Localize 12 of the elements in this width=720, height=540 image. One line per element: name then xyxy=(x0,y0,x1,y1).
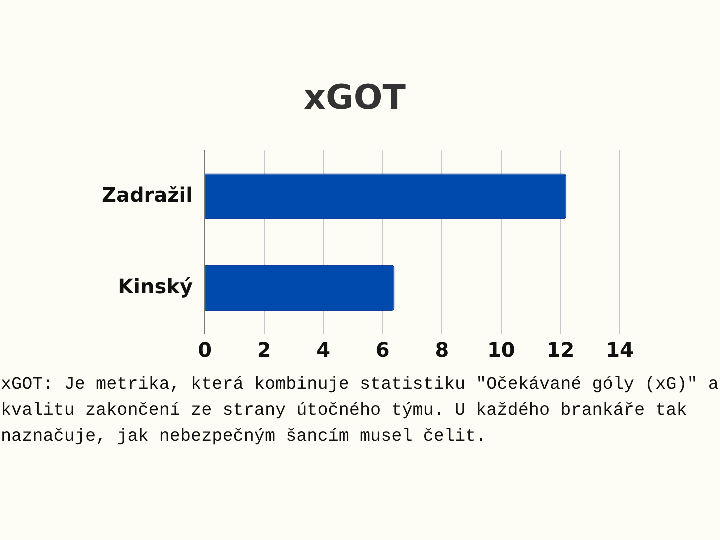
chart-title: xGOT xyxy=(304,78,407,118)
x-tick-label: 10 xyxy=(488,338,516,362)
x-tick-label: 4 xyxy=(316,338,331,362)
x-tick-label: 0 xyxy=(198,338,212,362)
x-tick-label: 6 xyxy=(376,338,390,362)
x-tick-label: 8 xyxy=(435,338,450,362)
x-tick-label: 14 xyxy=(606,338,634,362)
y-tick-label: Kinský xyxy=(118,274,194,298)
x-tick-label: 12 xyxy=(546,338,575,362)
text: xGOT: Je metrika, která kombinuje statistiku "Očekávané góly (xG)" a kvalitu zakončení ze strany útočného týmu. U každého brankáře tak naznačuje, jak nebezpečným šancím musel čelit. xyxy=(1,374,719,449)
y-tick-label: Zadražil xyxy=(102,182,194,207)
x-tick-label: 2 xyxy=(257,338,272,362)
